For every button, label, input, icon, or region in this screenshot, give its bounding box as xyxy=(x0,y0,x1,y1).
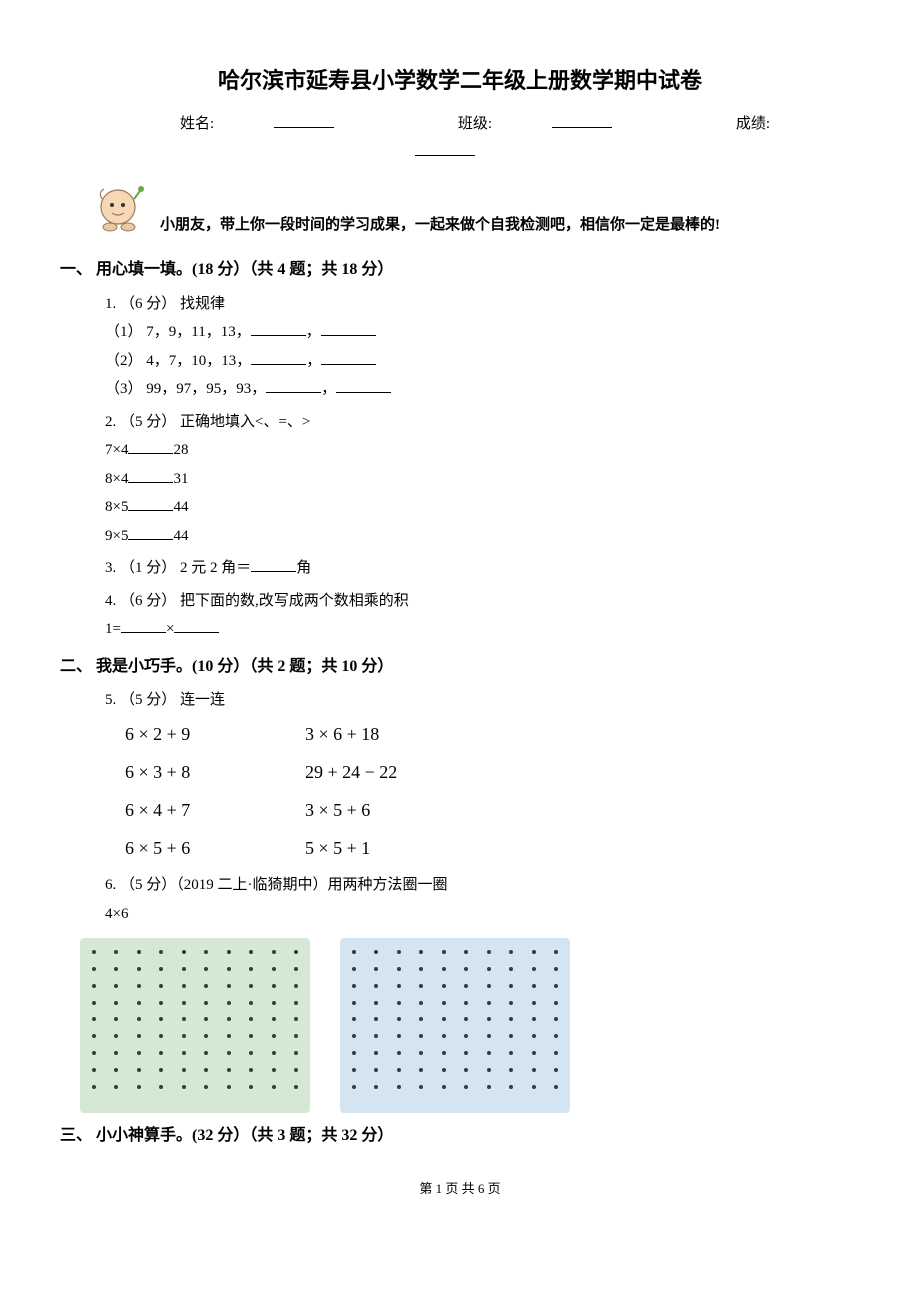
q1-c: （3） 99，97，95，93，， xyxy=(105,375,860,404)
q4-head: 4. （6 分） 把下面的数,改写成两个数相乘的积 xyxy=(105,587,860,616)
q2-c: 8×544 xyxy=(105,493,860,522)
q5-r0c0: 6 × 2 + 9 xyxy=(125,715,305,753)
q2-b: 8×431 xyxy=(105,465,860,494)
q2-head: 2. （5 分） 正确地填入<、=、> xyxy=(105,408,860,437)
section-2-heading: 二、 我是小巧手。(10 分）（共 2 题；共 10 分） xyxy=(60,652,860,682)
dotgrid-1 xyxy=(80,938,310,1113)
class-field: 班级: xyxy=(428,116,642,132)
q6-head: 6. （5 分）（2019 二上·临猗期中）用两种方法圈一圈 xyxy=(105,871,860,900)
q6-expr: 4×6 xyxy=(105,900,860,929)
q1-head: 1. （6 分） 找规律 xyxy=(105,290,860,319)
q4-line: 1=× xyxy=(105,615,860,644)
name-field: 姓名: xyxy=(150,116,364,132)
student-fields: 姓名: 班级: 成绩: xyxy=(60,110,860,167)
q3: 3. （1 分） 2 元 2 角＝角 xyxy=(105,554,860,583)
q5-r0c1: 3 × 6 + 18 xyxy=(305,715,379,753)
section-3-heading: 三、 小小神算手。(32 分）（共 3 题；共 32 分） xyxy=(60,1121,860,1151)
q5-r3c0: 6 × 5 + 6 xyxy=(125,829,305,867)
q1-a: （1） 7，9，11，13，， xyxy=(105,318,860,347)
q5-table: 6 × 2 + 93 × 6 + 18 6 × 3 + 829 + 24 − 2… xyxy=(105,715,860,868)
q5-r2c0: 6 × 4 + 7 xyxy=(125,791,305,829)
section-1-heading: 一、 用心填一填。(18 分）（共 4 题；共 18 分） xyxy=(60,255,860,285)
child-icon xyxy=(90,177,150,248)
q5-r2c1: 3 × 5 + 6 xyxy=(305,791,370,829)
q5-r3c1: 5 × 5 + 1 xyxy=(305,829,370,867)
q2-a: 7×428 xyxy=(105,436,860,465)
q5-r1c0: 6 × 3 + 8 xyxy=(125,753,305,791)
q2-d: 9×544 xyxy=(105,522,860,551)
intro-text: 小朋友，带上你一段时间的学习成果，一起来做个自我检测吧，相信你一定是最棒的! xyxy=(160,211,720,248)
q1-b: （2） 4，7，10，13，， xyxy=(105,347,860,376)
page-title: 哈尔滨市延寿县小学数学二年级上册数学期中试卷 xyxy=(60,60,860,102)
page-footer: 第 1 页 共 6 页 xyxy=(60,1177,860,1202)
q6-grids xyxy=(80,938,860,1113)
q5-head: 5. （5 分） 连一连 xyxy=(105,686,860,715)
dotgrid-2 xyxy=(340,938,570,1113)
q5-r1c1: 29 + 24 − 22 xyxy=(305,753,397,791)
